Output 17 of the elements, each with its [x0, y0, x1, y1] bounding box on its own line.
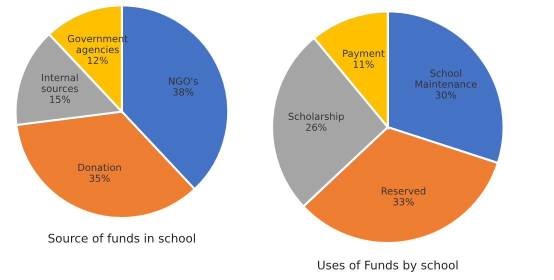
- data-label: 30%: [436, 91, 456, 99]
- slice-label: Internal sources: [42, 74, 78, 92]
- data-label: 26%: [306, 124, 326, 131]
- data-label: 12%: [88, 56, 108, 64]
- text: Source of funds in school: [48, 234, 195, 243]
- data-label: 33%: [393, 198, 414, 206]
- data-label: 38%: [173, 88, 194, 96]
- text: Uses of Funds by school: [318, 260, 458, 272]
- slice-label: School Maintenance: [416, 69, 477, 88]
- data-label: 35%: [89, 174, 110, 182]
- data-label: 15%: [50, 96, 70, 104]
- slice-label: NGO's: [169, 77, 198, 85]
- slice-label: Reserved: [382, 187, 426, 195]
- slice-label: Scholarship: [288, 112, 344, 122]
- slice-label: Donation: [78, 164, 121, 172]
- slice-label: Payment: [343, 50, 385, 59]
- data-label: 11%: [354, 60, 374, 68]
